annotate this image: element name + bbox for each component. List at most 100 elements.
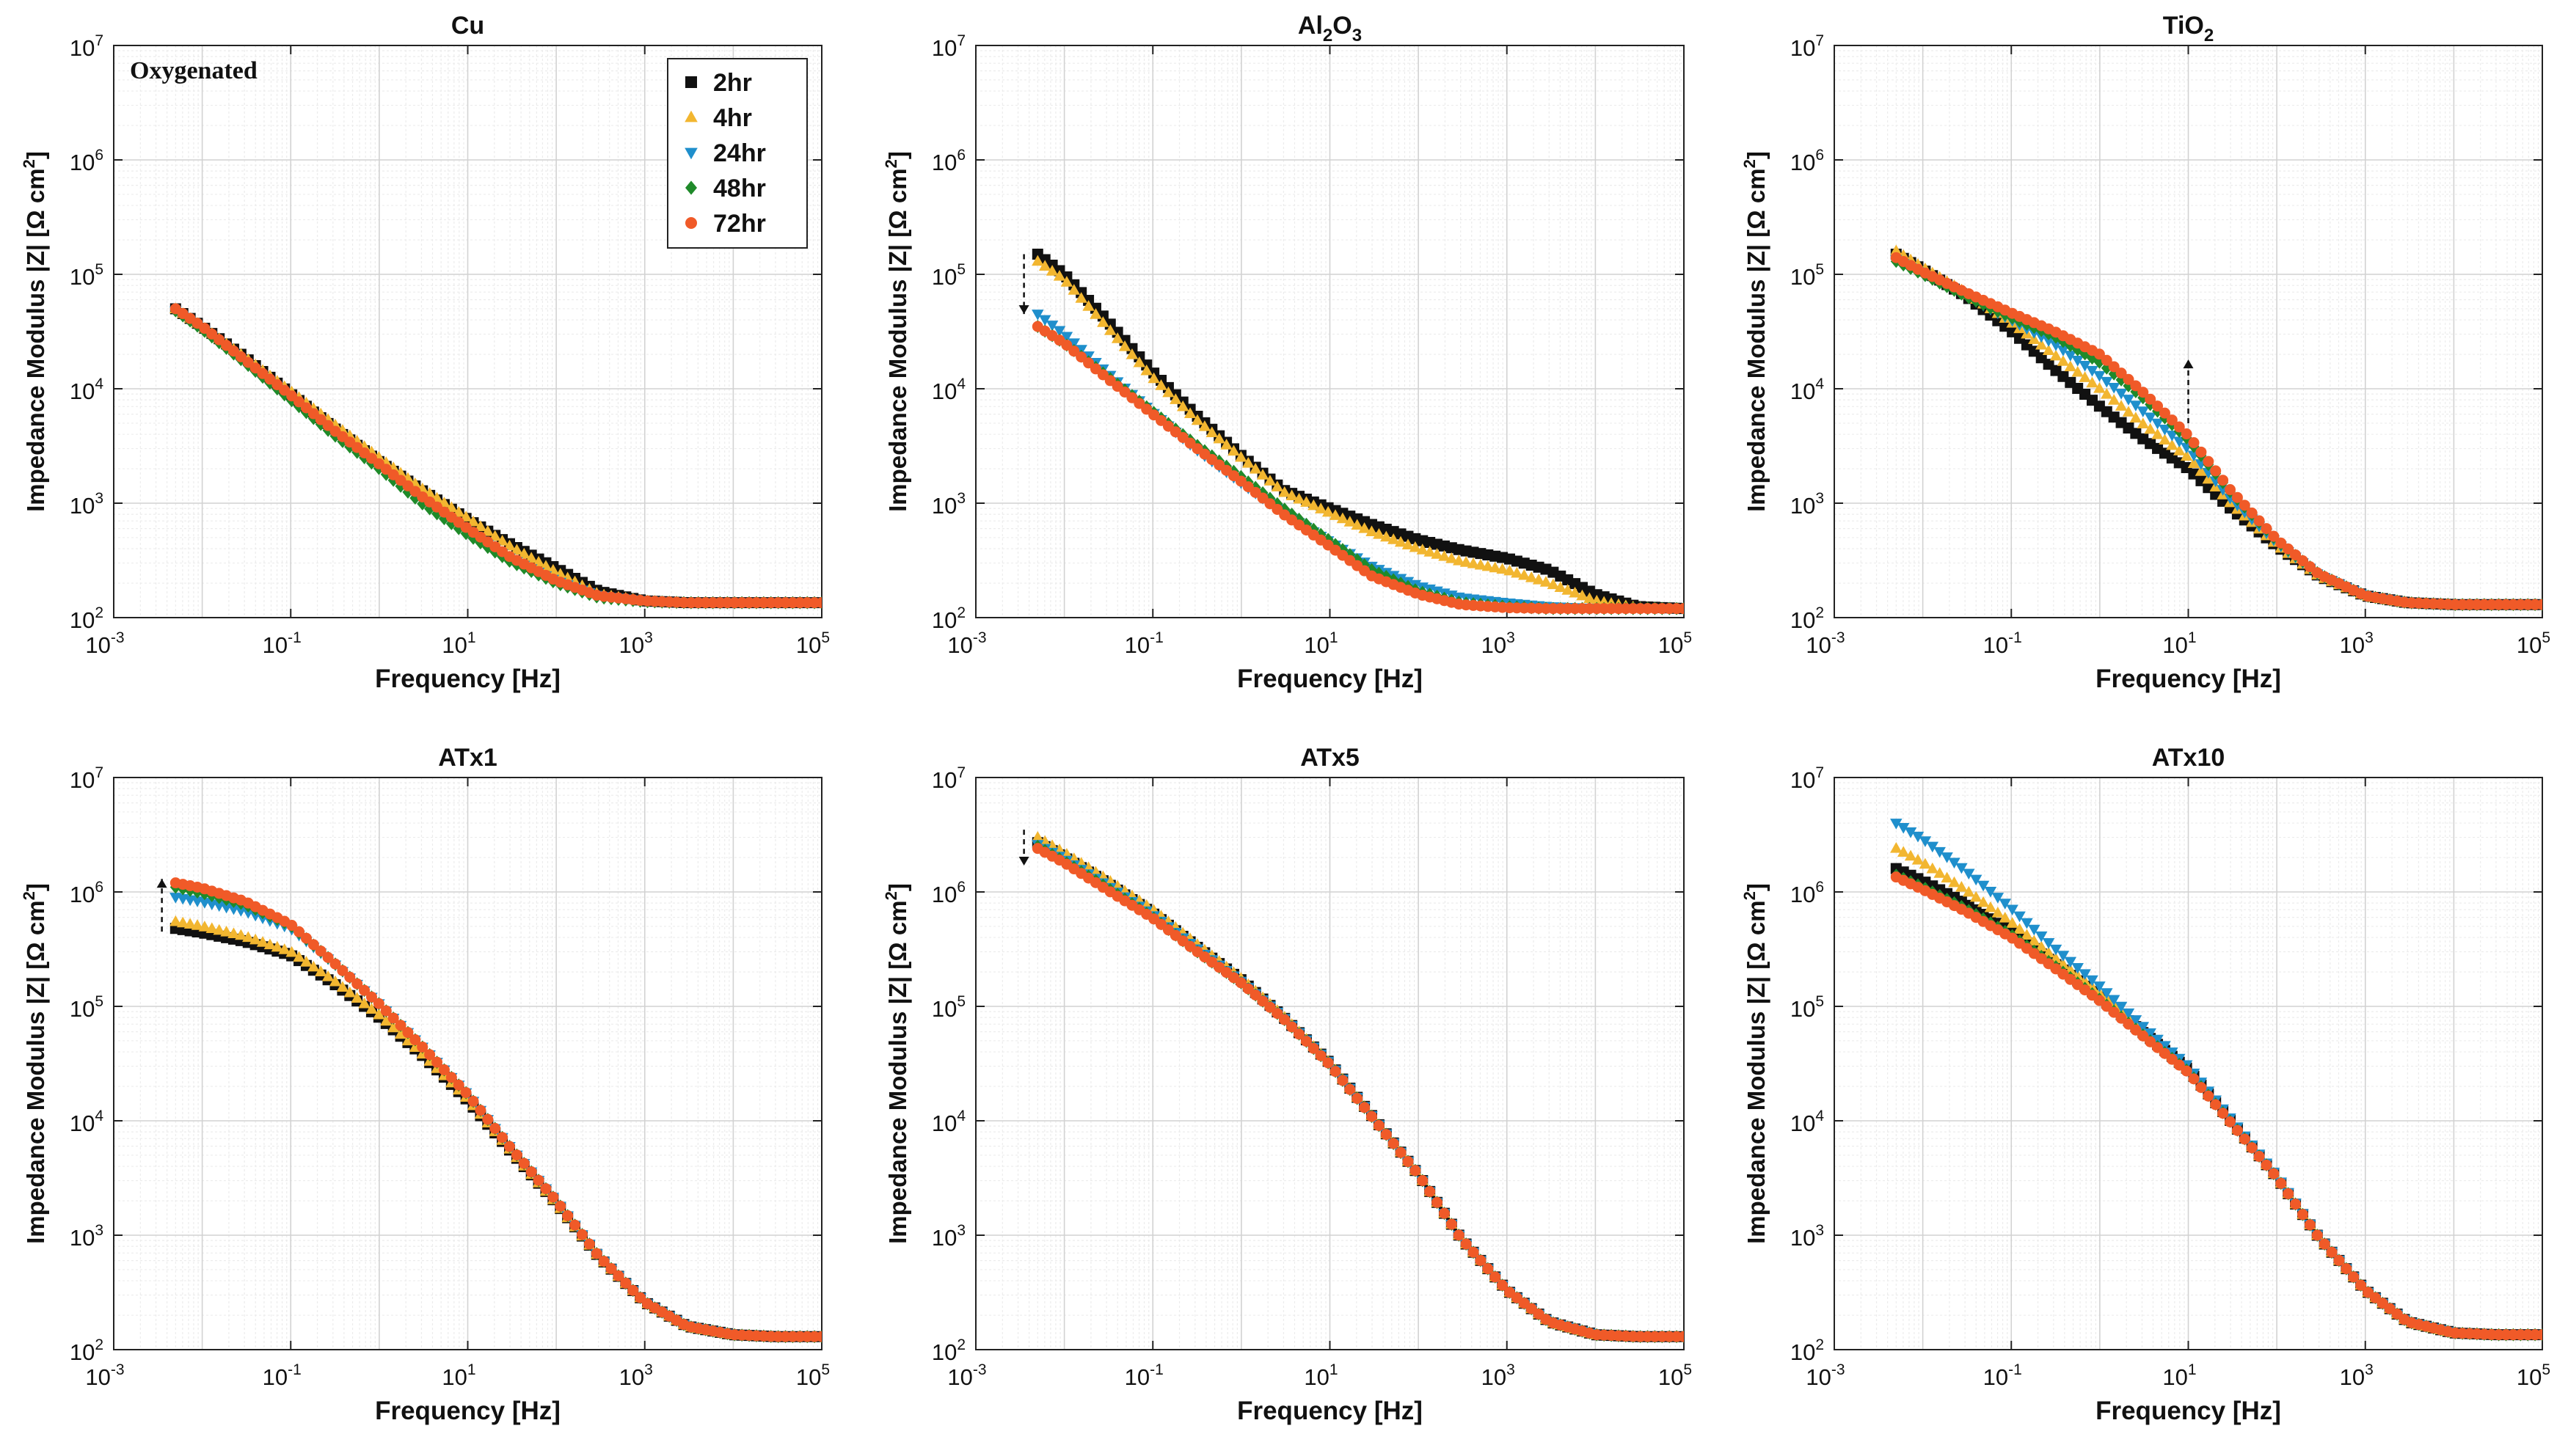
x-tick-label: 105 bbox=[796, 1361, 830, 1390]
y-tick-label: 107 bbox=[70, 764, 103, 793]
y-axis-label: Impedance Modulus |Z| [Ω cm2] bbox=[1740, 151, 1770, 512]
legend-label: 2hr bbox=[713, 69, 752, 97]
series-markers bbox=[169, 304, 822, 610]
panel-al: 10-3 10-1 101 103 105 102 103 104 105 106 107 Al2O3… bbox=[882, 12, 1692, 693]
y-tick-label: 104 bbox=[1790, 1108, 1824, 1136]
x-axis-label: Frequency [Hz] bbox=[2095, 665, 2281, 693]
condition-label: Oxygenated bbox=[130, 57, 258, 84]
panel-title: ATx5 bbox=[1300, 744, 1360, 772]
y-tick-label: 106 bbox=[1790, 147, 1824, 175]
series-72hr bbox=[1032, 321, 1684, 615]
series-group bbox=[1890, 819, 2542, 1342]
x-tick-label: 105 bbox=[796, 629, 830, 658]
x-tick-label: 10-1 bbox=[1983, 1361, 2022, 1390]
y-tick-label: 103 bbox=[932, 1222, 966, 1251]
panel-tio: 10-3 10-1 101 103 105 102 103 104 105 106 107 TiO2 F… bbox=[1740, 12, 2550, 693]
x-tick-label: 101 bbox=[442, 629, 475, 658]
series-72hr bbox=[169, 303, 822, 609]
x-tick-label: 101 bbox=[1304, 629, 1338, 658]
series-markers bbox=[1032, 321, 1684, 615]
y-tick-label: 104 bbox=[932, 1108, 966, 1136]
legend-marker bbox=[685, 76, 697, 88]
y-tick-label: 102 bbox=[1790, 604, 1824, 633]
series-24hr bbox=[169, 306, 822, 610]
x-tick-label: 10-1 bbox=[263, 629, 302, 658]
y-tick-label: 106 bbox=[1790, 879, 1824, 907]
series-2hr bbox=[1032, 837, 1684, 1342]
panel-atx5: 10-3 10-1 101 103 105 102 103 104 105 106 107 ATx5 F… bbox=[882, 744, 1692, 1425]
x-tick-label: 10-1 bbox=[1125, 629, 1164, 658]
y-tick-label: 105 bbox=[70, 261, 103, 290]
x-tick-label: 103 bbox=[2340, 629, 2374, 658]
y-tick-label: 104 bbox=[1790, 376, 1824, 404]
legend-marker bbox=[685, 180, 697, 195]
x-tick-label: 10-3 bbox=[1806, 1361, 1845, 1390]
y-tick-label: 106 bbox=[70, 879, 103, 907]
y-axis-label: Impedance Modulus |Z| [Ω cm2] bbox=[882, 883, 911, 1244]
series-48hr bbox=[1032, 320, 1684, 615]
y-tick-label: 107 bbox=[1790, 764, 1824, 793]
y-tick-label: 102 bbox=[70, 604, 103, 633]
y-tick-label: 105 bbox=[70, 993, 103, 1022]
y-tick-label: 106 bbox=[932, 879, 966, 907]
x-tick-label: 101 bbox=[2162, 629, 2196, 658]
y-tick-label: 103 bbox=[1790, 1222, 1824, 1251]
trend-arrow bbox=[1018, 254, 1029, 315]
y-tick-label: 107 bbox=[932, 32, 966, 61]
series-72hr bbox=[1890, 252, 2542, 610]
x-tick-label: 105 bbox=[2517, 629, 2550, 658]
y-tick-label: 107 bbox=[70, 32, 103, 61]
y-axis-label: Impedance Modulus |Z| [Ω cm2] bbox=[20, 883, 49, 1244]
series-48hr bbox=[169, 304, 822, 610]
arrow-head bbox=[156, 879, 167, 888]
arrow-head bbox=[1018, 305, 1029, 315]
y-tick-label: 102 bbox=[70, 1336, 103, 1365]
x-tick-label: 105 bbox=[1658, 629, 1692, 658]
x-tick-label: 101 bbox=[1304, 1361, 1338, 1390]
series-72hr bbox=[1890, 871, 2542, 1341]
panel-title: ATx1 bbox=[438, 744, 497, 772]
x-tick-label: 103 bbox=[2340, 1361, 2374, 1390]
y-axis-label: Impedance Modulus |Z| [Ω cm2] bbox=[882, 151, 911, 512]
y-tick-label: 103 bbox=[932, 490, 966, 519]
legend-marker bbox=[685, 147, 698, 160]
y-tick-label: 104 bbox=[932, 376, 966, 404]
legend-marker bbox=[685, 110, 698, 122]
x-tick-label: 10-3 bbox=[947, 1361, 986, 1390]
arrow-head bbox=[2183, 359, 2194, 369]
series-48hr bbox=[1032, 839, 1684, 1344]
panel-atx1: 10-3 10-1 101 103 105 102 103 104 105 106 107 ATx1 F… bbox=[20, 744, 830, 1425]
x-tick-label: 103 bbox=[619, 629, 653, 658]
x-axis-label: Frequency [Hz] bbox=[375, 1397, 561, 1425]
x-tick-label: 10-1 bbox=[263, 1361, 302, 1390]
y-tick-label: 104 bbox=[70, 1108, 103, 1136]
series-group bbox=[1890, 244, 2542, 612]
series-markers bbox=[169, 306, 822, 610]
series-2hr bbox=[169, 303, 822, 609]
trend-arrow bbox=[1018, 830, 1029, 866]
y-tick-label: 107 bbox=[932, 764, 966, 793]
x-tick-label: 105 bbox=[1658, 1361, 1692, 1390]
y-tick-label: 106 bbox=[932, 147, 966, 175]
legend-label: 24hr bbox=[713, 139, 766, 167]
y-tick-label: 102 bbox=[932, 1336, 966, 1365]
series-markers bbox=[1890, 819, 2542, 1342]
x-axis-label: Frequency [Hz] bbox=[1237, 1397, 1423, 1425]
panel-title: TiO2 bbox=[2163, 12, 2214, 45]
series-group bbox=[1032, 249, 1684, 615]
x-tick-label: 10-3 bbox=[947, 629, 986, 658]
panel-cu: 10-3 10-1 101 103 105 102 103 104 105 106 107 Cu Fre… bbox=[20, 12, 830, 693]
series-markers bbox=[1890, 255, 2542, 611]
x-axis-label: Frequency [Hz] bbox=[1237, 665, 1423, 693]
x-tick-label: 10-1 bbox=[1983, 629, 2022, 658]
series-markers bbox=[1032, 837, 1684, 1342]
y-axis-label: Impedance Modulus |Z| [Ω cm2] bbox=[20, 151, 49, 512]
series-24hr bbox=[1890, 819, 2542, 1342]
panel-atx10: 10-3 10-1 101 103 105 102 103 104 105 106 107 ATx10… bbox=[1740, 744, 2550, 1425]
trend-arrow bbox=[2183, 359, 2194, 423]
y-tick-label: 103 bbox=[1790, 490, 1824, 519]
x-tick-label: 10-3 bbox=[85, 629, 124, 658]
legend-label: 48hr bbox=[713, 175, 766, 202]
x-axis-label: Frequency [Hz] bbox=[2095, 1397, 2281, 1425]
